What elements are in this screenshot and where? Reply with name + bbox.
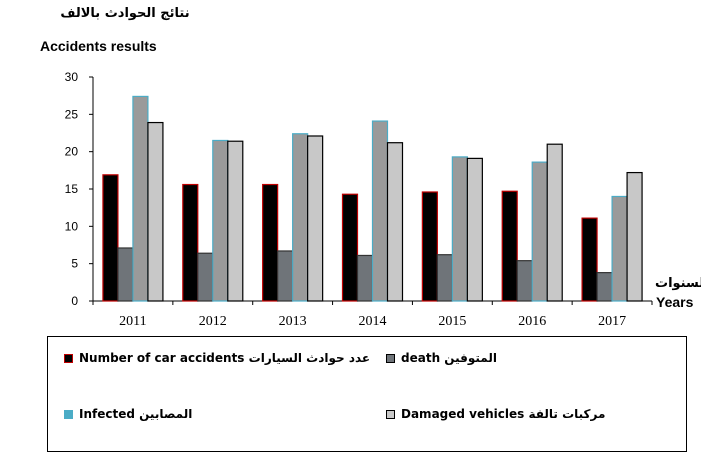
x-tick-label: 2013 <box>279 314 307 329</box>
legend-swatch <box>64 409 73 419</box>
legend-swatch <box>386 409 395 419</box>
y-axis-label-arabic: نتائج الحوادث بالالف <box>60 6 190 21</box>
legend-label: Infected المصابين <box>79 407 193 421</box>
bar <box>182 183 199 302</box>
x-axis-label-english: Years <box>656 294 694 310</box>
y-tick-label: 0 <box>71 294 78 308</box>
bar <box>466 157 483 302</box>
bar <box>386 142 404 302</box>
bar <box>436 254 453 302</box>
x-tick-label: 2012 <box>199 314 227 329</box>
y-tick-label: 30 <box>65 70 79 84</box>
bar <box>596 272 613 302</box>
bar <box>132 95 149 302</box>
bar <box>371 120 389 302</box>
bar <box>531 161 548 302</box>
y-axis-label-english: Accidents results <box>40 38 157 54</box>
y-tick-label: 25 <box>65 107 79 121</box>
bar <box>581 217 598 302</box>
x-axis-label-arabic: السنوات <box>655 276 701 291</box>
y-tick-label: 15 <box>65 182 79 196</box>
bar <box>227 140 244 302</box>
bar <box>292 133 309 302</box>
y-tick-label: 20 <box>65 145 79 159</box>
bar <box>516 260 533 302</box>
legend-swatch <box>64 353 73 363</box>
x-tick-label: 2011 <box>119 314 146 329</box>
bar <box>501 190 518 302</box>
bar <box>341 193 359 302</box>
y-tick-label: 10 <box>65 219 79 233</box>
y-tick-label: 5 <box>71 257 78 271</box>
bar <box>147 121 164 302</box>
bar <box>102 174 119 302</box>
x-tick-label: 2016 <box>518 314 546 329</box>
legend-label: death المتوفين <box>401 351 497 365</box>
legend-label: Damaged vehicles مركبات تالفة <box>401 407 606 421</box>
bar <box>307 135 324 302</box>
x-tick-label: 2014 <box>359 314 387 329</box>
legend-item-damaged-vehicles: Damaged vehicles مركبات تالفة <box>386 407 605 421</box>
legend-label: Number of car accidents عدد حوادث السيار… <box>79 351 371 365</box>
bar <box>117 247 134 302</box>
legend-item-car-accidents: Number of car accidents عدد حوادث السيار… <box>64 351 370 365</box>
bar <box>262 183 279 302</box>
x-tick-label: 2017 <box>598 314 626 329</box>
bar <box>212 139 229 302</box>
legend-item-death: death المتوفين <box>386 351 497 365</box>
legend: Number of car accidents عدد حوادث السيار… <box>47 336 687 452</box>
legend-swatch <box>386 353 395 363</box>
bar <box>611 195 628 302</box>
bar <box>626 171 643 302</box>
bar <box>546 143 563 302</box>
x-tick-label: 2015 <box>438 314 466 329</box>
bar <box>451 156 468 302</box>
legend-item-infected: Infected المصابين <box>64 407 192 421</box>
bar <box>356 254 374 302</box>
bar <box>421 191 438 302</box>
bar <box>277 250 294 302</box>
bar <box>197 252 214 302</box>
